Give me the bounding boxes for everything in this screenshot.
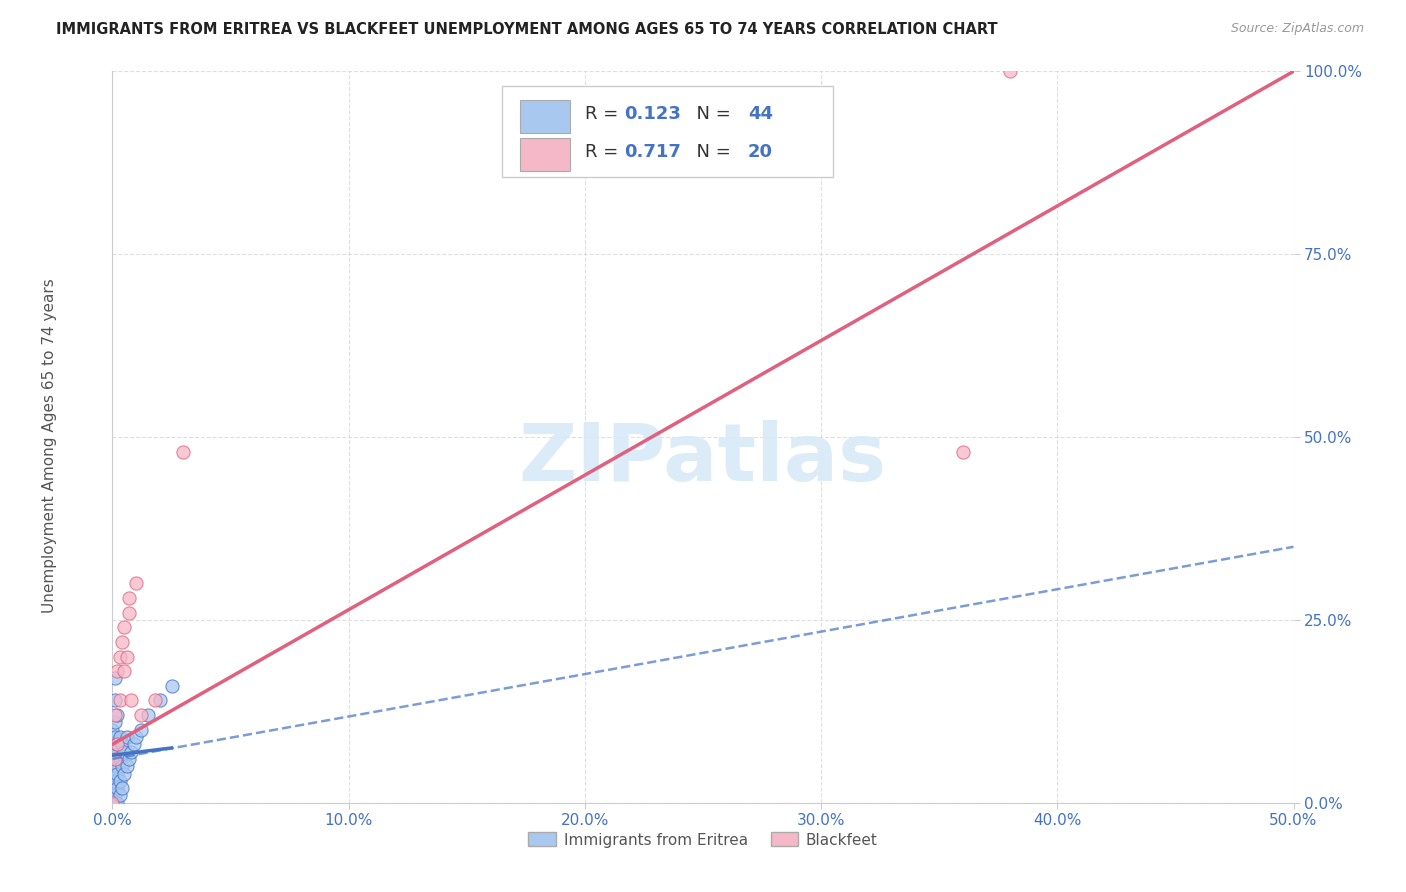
Point bbox=[101, 723, 124, 737]
Legend: Immigrants from Eritrea, Blackfeet: Immigrants from Eritrea, Blackfeet bbox=[522, 826, 884, 854]
Point bbox=[105, 737, 128, 751]
Text: N =: N = bbox=[685, 104, 737, 123]
Point bbox=[129, 708, 152, 723]
Text: ZIPatlas: ZIPatlas bbox=[519, 420, 887, 498]
FancyBboxPatch shape bbox=[520, 100, 569, 133]
Point bbox=[120, 693, 142, 707]
Point bbox=[101, 789, 124, 803]
Point bbox=[160, 679, 183, 693]
Point bbox=[101, 766, 124, 780]
Point bbox=[105, 781, 128, 796]
Point bbox=[104, 693, 127, 707]
Text: R =: R = bbox=[585, 104, 624, 123]
Point bbox=[143, 693, 166, 707]
Text: Unemployment Among Ages 65 to 74 years: Unemployment Among Ages 65 to 74 years bbox=[42, 278, 56, 614]
Text: N =: N = bbox=[685, 143, 737, 161]
Point bbox=[104, 752, 127, 766]
Point bbox=[111, 737, 134, 751]
Point bbox=[101, 796, 124, 810]
Point bbox=[104, 730, 127, 744]
Point bbox=[105, 664, 128, 678]
Point bbox=[115, 649, 138, 664]
Point bbox=[125, 576, 148, 591]
Point bbox=[112, 620, 135, 634]
Point bbox=[125, 730, 148, 744]
Point bbox=[105, 766, 128, 780]
Point bbox=[104, 745, 127, 759]
Point bbox=[101, 737, 124, 751]
Point bbox=[111, 759, 134, 773]
Point bbox=[136, 708, 159, 723]
FancyBboxPatch shape bbox=[520, 138, 569, 171]
Text: IMMIGRANTS FROM ERITREA VS BLACKFEET UNEMPLOYMENT AMONG AGES 65 TO 74 YEARS CORR: IMMIGRANTS FROM ERITREA VS BLACKFEET UNE… bbox=[56, 22, 998, 37]
Text: Source: ZipAtlas.com: Source: ZipAtlas.com bbox=[1230, 22, 1364, 36]
Text: 44: 44 bbox=[748, 104, 773, 123]
Point bbox=[111, 635, 134, 649]
Point bbox=[172, 444, 194, 458]
Point bbox=[104, 796, 127, 810]
Point bbox=[101, 796, 124, 810]
Point bbox=[101, 773, 124, 788]
Point bbox=[998, 64, 1021, 78]
Point bbox=[105, 752, 128, 766]
Point bbox=[118, 591, 141, 605]
Point bbox=[111, 781, 134, 796]
Point bbox=[115, 730, 138, 744]
Text: 20: 20 bbox=[748, 143, 773, 161]
Point bbox=[112, 664, 135, 678]
Point bbox=[108, 730, 131, 744]
Point bbox=[104, 708, 127, 723]
Point bbox=[108, 693, 131, 707]
Point bbox=[129, 723, 152, 737]
Point bbox=[101, 781, 124, 796]
Point bbox=[120, 745, 142, 759]
Point bbox=[104, 715, 127, 730]
Point bbox=[112, 745, 135, 759]
Point bbox=[122, 737, 145, 751]
Text: 0.123: 0.123 bbox=[624, 104, 681, 123]
Point bbox=[104, 773, 127, 788]
Point bbox=[105, 737, 128, 751]
Point bbox=[118, 606, 141, 620]
Point bbox=[105, 708, 128, 723]
Point bbox=[952, 444, 974, 458]
Point bbox=[104, 759, 127, 773]
Text: 0.717: 0.717 bbox=[624, 143, 681, 161]
Point bbox=[149, 693, 172, 707]
Point bbox=[104, 672, 127, 686]
Point bbox=[115, 759, 138, 773]
Point bbox=[101, 796, 124, 810]
Point bbox=[108, 752, 131, 766]
Point bbox=[101, 796, 124, 810]
Point bbox=[104, 789, 127, 803]
Point bbox=[118, 752, 141, 766]
Point bbox=[112, 766, 135, 780]
FancyBboxPatch shape bbox=[502, 86, 832, 178]
Point bbox=[101, 752, 124, 766]
Point bbox=[108, 773, 131, 788]
Text: R =: R = bbox=[585, 143, 624, 161]
Point bbox=[108, 649, 131, 664]
Point bbox=[108, 789, 131, 803]
Point bbox=[105, 796, 128, 810]
